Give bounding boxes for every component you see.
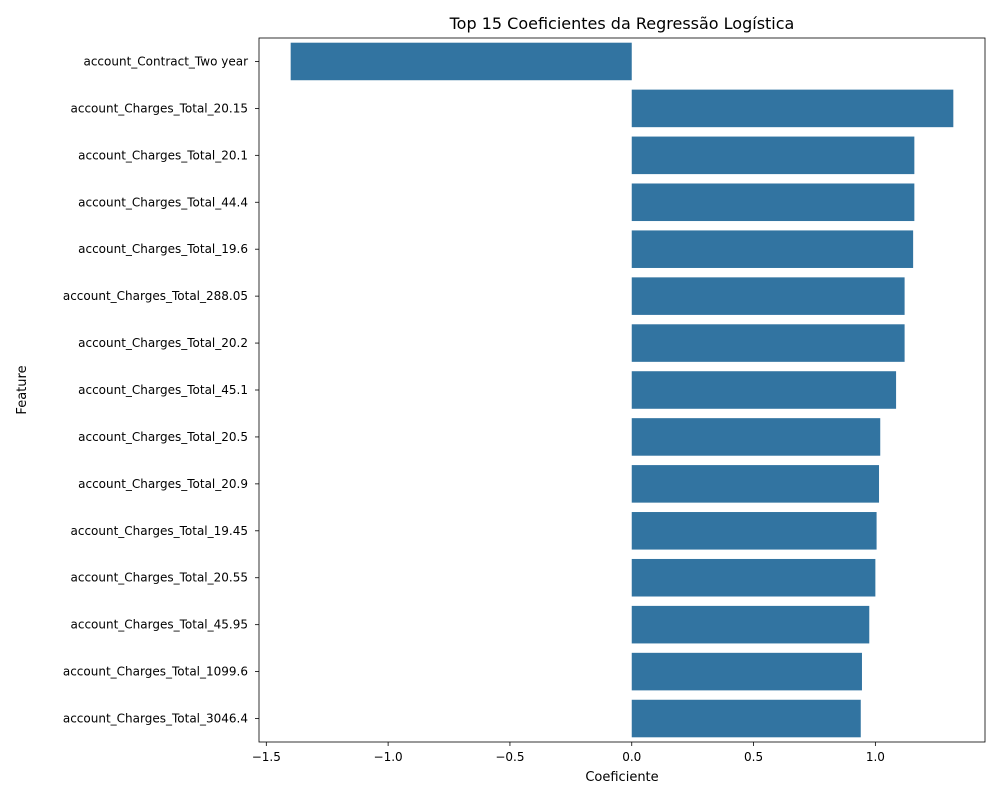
bar-12 (631, 558, 876, 597)
bar-10 (631, 465, 880, 503)
y-tick-label: account_Charges_Total_19.6 (78, 242, 248, 256)
y-tick-label: account_Charges_Total_45.95 (71, 618, 249, 632)
y-tick-label: account_Charges_Total_1099.6 (63, 665, 248, 679)
bar-2 (631, 89, 954, 128)
y-tick-label: account_Charges_Total_3046.4 (63, 712, 248, 726)
y-axis-label: Feature (15, 365, 30, 414)
x-tick-label: 0.5 (744, 750, 763, 764)
bar-3 (631, 136, 915, 175)
y-tick-label: account_Charges_Total_20.1 (78, 148, 248, 162)
bar-5 (631, 230, 914, 268)
x-tick-label: −1.0 (374, 750, 403, 764)
bar-7 (631, 324, 905, 362)
x-tick-label: 1.0 (866, 750, 885, 764)
bar-15 (631, 699, 861, 738)
x-tick-label: −1.5 (252, 750, 281, 764)
bars-layer (290, 42, 954, 738)
y-tick-label: account_Charges_Total_20.5 (78, 430, 248, 444)
bar-11 (631, 512, 877, 550)
y-tick-label: account_Charges_Total_288.05 (63, 289, 248, 303)
bar-4 (631, 183, 915, 222)
plot-frame (258, 37, 986, 743)
y-tick-label: account_Charges_Total_20.55 (71, 571, 249, 585)
bar-1 (290, 42, 632, 81)
x-tick-label: 0.0 (622, 750, 641, 764)
y-ticks-layer: account_Contract_Two year account_Charges… (63, 54, 259, 726)
y-tick-label: account_Charges_Total_20.9 (78, 477, 248, 491)
y-tick-label: account_Charges_Total_45.1 (78, 383, 248, 397)
y-tick-label: account_Charges_Total_20.15 (71, 101, 249, 115)
bar-6 (631, 277, 905, 315)
x-tick-label: −0.5 (495, 750, 524, 764)
chart-title: Top 15 Coeficientes da Regressão Logísti… (449, 14, 795, 33)
x-axis-label: Coeficiente (585, 770, 658, 785)
y-tick-label: account_Charges_Total_20.2 (78, 336, 248, 350)
y-tick-label: account_Charges_Total_19.45 (71, 524, 249, 538)
bar-8 (631, 371, 897, 409)
y-tick-label: account_Contract_Two year (83, 54, 248, 68)
y-tick-label: account_Charges_Total_44.4 (78, 195, 248, 209)
bar-9 (631, 418, 881, 456)
bar-13 (631, 605, 870, 644)
x-ticks-layer: −1.5 −1.0 −0.5 0.0 0.5 1.0 (252, 742, 885, 764)
bar-14 (631, 652, 862, 691)
